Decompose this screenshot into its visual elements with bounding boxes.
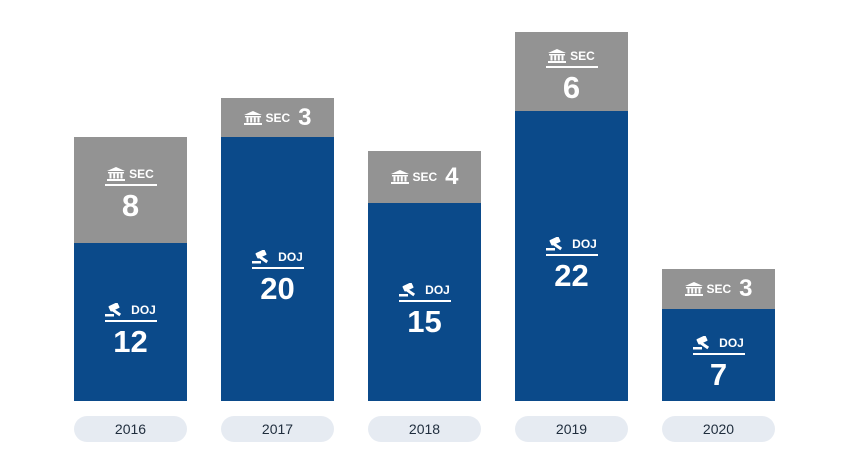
- sec-tag: SEC: [243, 110, 291, 125]
- data-label-sec-2017: SEC 3: [243, 103, 312, 131]
- value-label: 15: [407, 304, 442, 340]
- gavel-icon: [693, 335, 715, 350]
- gavel-icon: [105, 302, 127, 317]
- label-divider: [545, 65, 598, 68]
- doj-tag: DOJ: [546, 237, 597, 251]
- series-name: DOJ: [719, 335, 744, 350]
- value-label: 20: [260, 271, 295, 307]
- bar-sec-2017: [221, 97, 334, 138]
- sec-tag: SEC: [684, 281, 732, 296]
- x-tick-label-2020: 2020: [662, 416, 775, 442]
- value-label: 4: [445, 162, 459, 190]
- data-label-sec-2018: SEC 4: [390, 162, 459, 190]
- label-divider: [104, 319, 157, 322]
- bar-sec-2020: [662, 269, 775, 309]
- series-name: SEC: [412, 169, 438, 184]
- sec-tag: SEC: [548, 48, 595, 63]
- data-label-sec-2016: SEC 8: [104, 167, 157, 224]
- value-label: 12: [113, 323, 148, 359]
- data-label-doj-2017: DOJ 20: [251, 250, 304, 307]
- label-divider: [398, 300, 451, 303]
- doj-tag: DOJ: [399, 283, 450, 297]
- series-name: SEC: [570, 48, 595, 63]
- gavel-icon: [252, 250, 274, 264]
- data-label-doj-2020: DOJ 7: [692, 335, 745, 392]
- series-name: SEC: [706, 281, 732, 296]
- series-name: DOJ: [572, 237, 597, 252]
- gavel-icon: [546, 237, 568, 251]
- bank-icon: [390, 169, 409, 184]
- data-label-doj-2016: DOJ 12: [104, 302, 157, 359]
- gavel-icon: [399, 283, 421, 297]
- bank-icon: [243, 110, 262, 125]
- series-name: DOJ: [425, 283, 450, 298]
- bank-icon: [684, 281, 703, 296]
- series-name: SEC: [265, 110, 291, 125]
- sec-tag: SEC: [107, 167, 154, 182]
- series-name: SEC: [129, 167, 154, 182]
- sec-tag: SEC: [390, 169, 438, 184]
- label-divider: [545, 254, 598, 257]
- series-name: DOJ: [131, 302, 156, 317]
- bank-icon: [548, 48, 567, 63]
- bank-icon: [107, 167, 126, 182]
- bar-sec-2016: [74, 137, 187, 243]
- bar-sec-2018: [368, 150, 481, 204]
- bar-sec-2019: [515, 32, 628, 112]
- label-divider: [692, 352, 745, 355]
- x-tick-label-2018: 2018: [368, 416, 481, 442]
- data-label-sec-2020: SEC 3: [684, 274, 753, 302]
- doj-tag: DOJ: [693, 335, 744, 350]
- value-label: 3: [739, 274, 753, 302]
- series-name: DOJ: [278, 250, 303, 265]
- data-label-doj-2018: DOJ 15: [398, 283, 451, 340]
- value-label: 22: [554, 258, 589, 294]
- doj-tag: DOJ: [105, 302, 156, 317]
- bar-doj-2020: [662, 308, 775, 401]
- x-tick-label-2017: 2017: [221, 416, 334, 442]
- x-tick-label-2016: 2016: [74, 416, 187, 442]
- value-label: 6: [562, 69, 581, 105]
- label-divider: [251, 267, 304, 270]
- value-label: 3: [298, 103, 312, 131]
- label-divider: [104, 184, 157, 187]
- bar-doj-2017: [221, 137, 334, 401]
- doj-tag: DOJ: [252, 250, 303, 264]
- x-tick-label-2019: 2019: [515, 416, 628, 442]
- value-label: 8: [121, 188, 140, 224]
- data-label-doj-2019: DOJ 22: [545, 237, 598, 294]
- value-label: 7: [709, 356, 728, 392]
- data-label-sec-2019: SEC 6: [545, 48, 598, 105]
